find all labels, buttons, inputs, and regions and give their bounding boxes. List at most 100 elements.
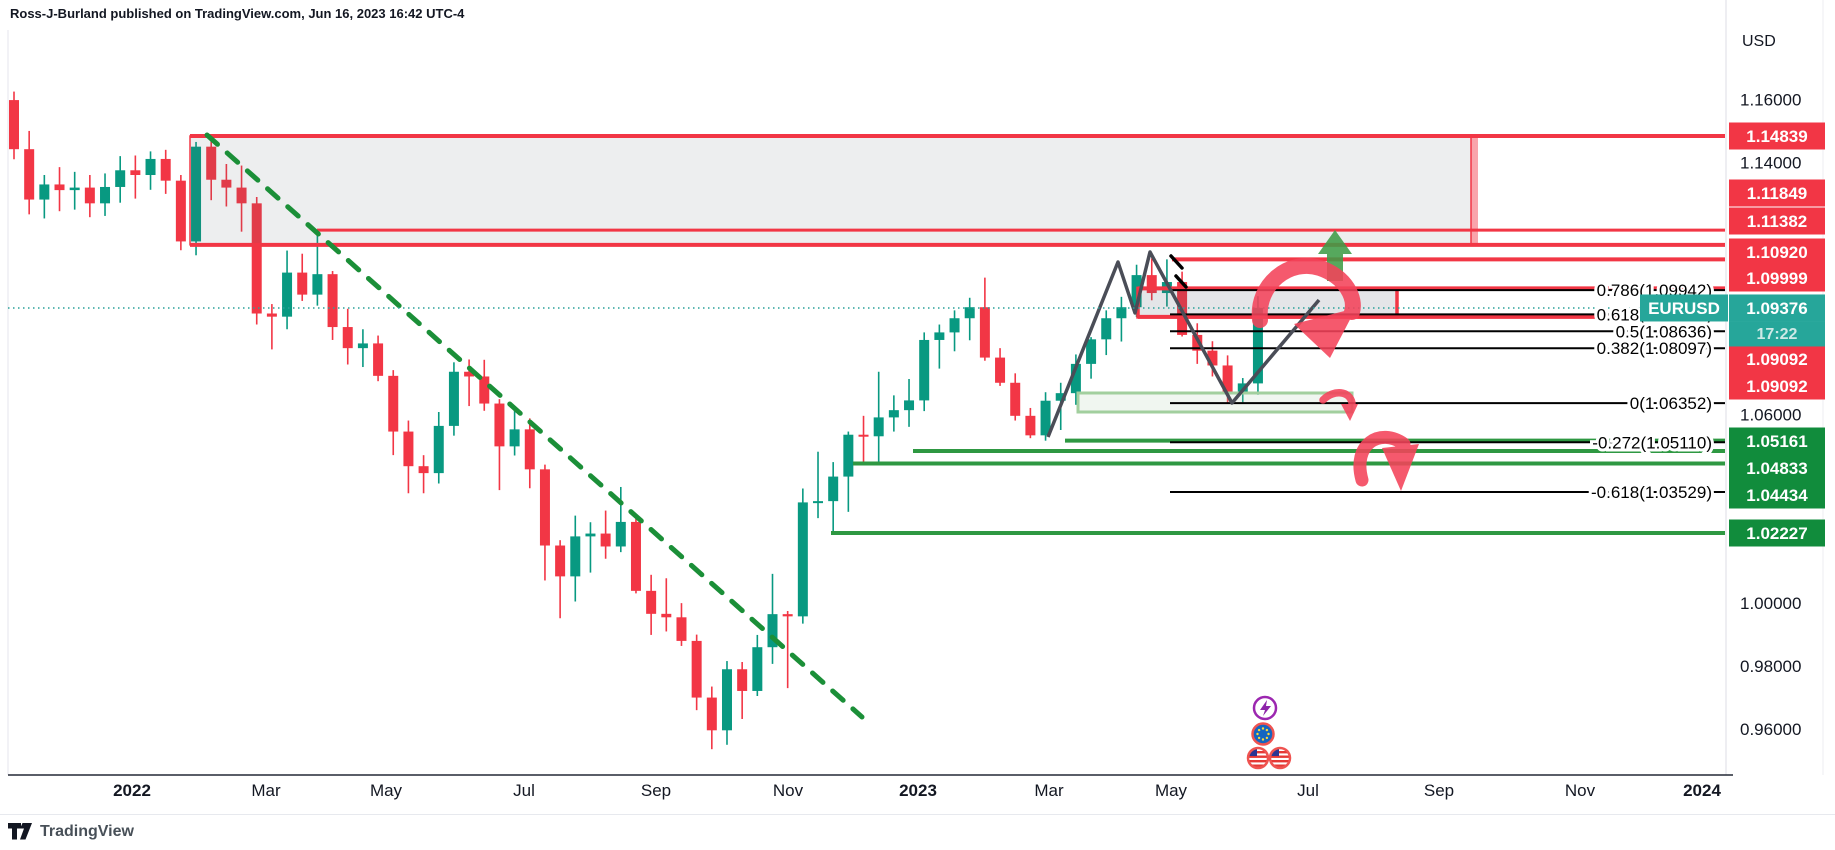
eu-star [1256,732,1259,736]
candle-body [600,533,611,547]
candle [813,451,824,519]
candle [752,634,763,696]
candle [737,661,748,719]
candle-body [1192,334,1203,351]
time-scale[interactable]: 2022 Mar May Jul Sep Nov 2023 Mar May Jul Sep Nov 20… [113,781,1721,800]
badge-price: 1.05161 [1746,432,1807,451]
red-curved-arrow[interactable] [1353,430,1419,491]
eu-star [1267,732,1270,736]
candle-body [1070,363,1081,394]
us-flag-disc [1248,748,1268,768]
lightning-economic-event-icon[interactable] [1252,695,1278,721]
candle-body [100,186,111,204]
icon-ring [1268,746,1292,770]
current-price: 1.09376 [1746,299,1807,318]
candle [54,167,65,212]
supply-zone-box[interactable] [189,135,1472,246]
fib-level-label: -0.272(1.05110) [1592,433,1712,452]
badge-price: 1.10920 [1746,243,1807,262]
candle-body [782,614,793,617]
candle-body [84,187,95,204]
badge-bg [1729,238,1825,266]
candle-body [130,170,141,176]
candle-body [676,617,687,641]
candle [297,253,308,301]
candle-body [1207,350,1218,366]
red-curved-arrow[interactable] [1251,257,1361,358]
countdown-bg [1729,321,1825,347]
tradingview-footer-logo[interactable]: TradingView [8,822,134,841]
candle-body [464,371,475,377]
us-flag-event-icon[interactable] [1246,746,1270,770]
candle-body [661,613,672,618]
candle [919,332,930,412]
eu-star [1261,727,1265,730]
time-tick-label: May [1155,781,1188,800]
candle [479,359,490,411]
candle [691,634,702,711]
candle [1192,323,1203,364]
candle-body [282,272,293,317]
badge-price: 1.04833 [1746,459,1807,478]
price-badge-bg [1729,294,1825,322]
candle [342,308,353,365]
candle [24,130,35,215]
candle [145,151,156,190]
zigzag-projection-line[interactable] [1046,250,1321,438]
badge-price: 1.04434 [1746,486,1808,505]
candle [191,141,202,256]
price-level-badge: 1.05161 [1729,427,1825,455]
red-arrow-head [1294,308,1356,358]
candle-body [828,476,839,502]
mini-arrow-seg [1169,254,1184,270]
candle-body [797,502,808,617]
candle [357,329,368,368]
candle [949,310,960,352]
fib-level-label: 0.5(1.08636) [1616,322,1712,341]
time-tick-label: Nov [773,781,804,800]
candle-body [570,536,581,577]
candle-body [388,375,399,432]
badge-bg [1729,427,1825,455]
badge-bg [1729,454,1825,482]
candle [69,171,80,210]
candle [418,455,429,494]
candle [115,156,126,203]
candle [1040,392,1051,441]
downtrend-dashed-line[interactable] [204,132,865,720]
badge-price: 1.09092 [1746,350,1807,369]
candle-body [297,272,308,295]
candle [797,488,808,624]
price-scale[interactable]: USD 1.16000 1.14000 1.06000 1.00000 0.98000 0.… [1640,33,1825,739]
candle [100,173,111,216]
badge-price: 1.09092 [1746,377,1807,396]
candle-body [964,307,975,319]
red-curved-arrow[interactable] [1319,389,1358,421]
red-arrow-shaft [1251,257,1361,328]
candle-body [904,400,915,411]
eu-star [1261,738,1265,741]
candle-body [949,318,960,333]
candle [251,197,262,325]
time-tick-label: Jul [1297,781,1319,800]
time-tick-label: Sep [1424,781,1454,800]
price-level-badge: 1.11382 [1729,207,1825,235]
time-tick-label: 2024 [1683,781,1721,800]
red-arrow-shaft [1319,389,1356,407]
candle [615,486,626,553]
candle-body [373,343,384,376]
green-up-arrow[interactable] [1318,230,1352,281]
candle-body [206,146,217,180]
supply-zone-right-edge[interactable] [1471,136,1478,245]
us-flag-event-icon[interactable] [1268,746,1292,770]
price-level-badge: 1.09092 [1729,345,1825,373]
price-level-badge: 1.02227 [1729,519,1825,547]
candle-body [160,158,171,181]
eu-flag-event-icon[interactable] [1251,722,1275,746]
candle-body [342,327,353,349]
candle [39,175,50,219]
price-tick-label: 0.98000 [1740,657,1801,676]
candle-body [236,187,247,204]
candle [782,611,793,689]
